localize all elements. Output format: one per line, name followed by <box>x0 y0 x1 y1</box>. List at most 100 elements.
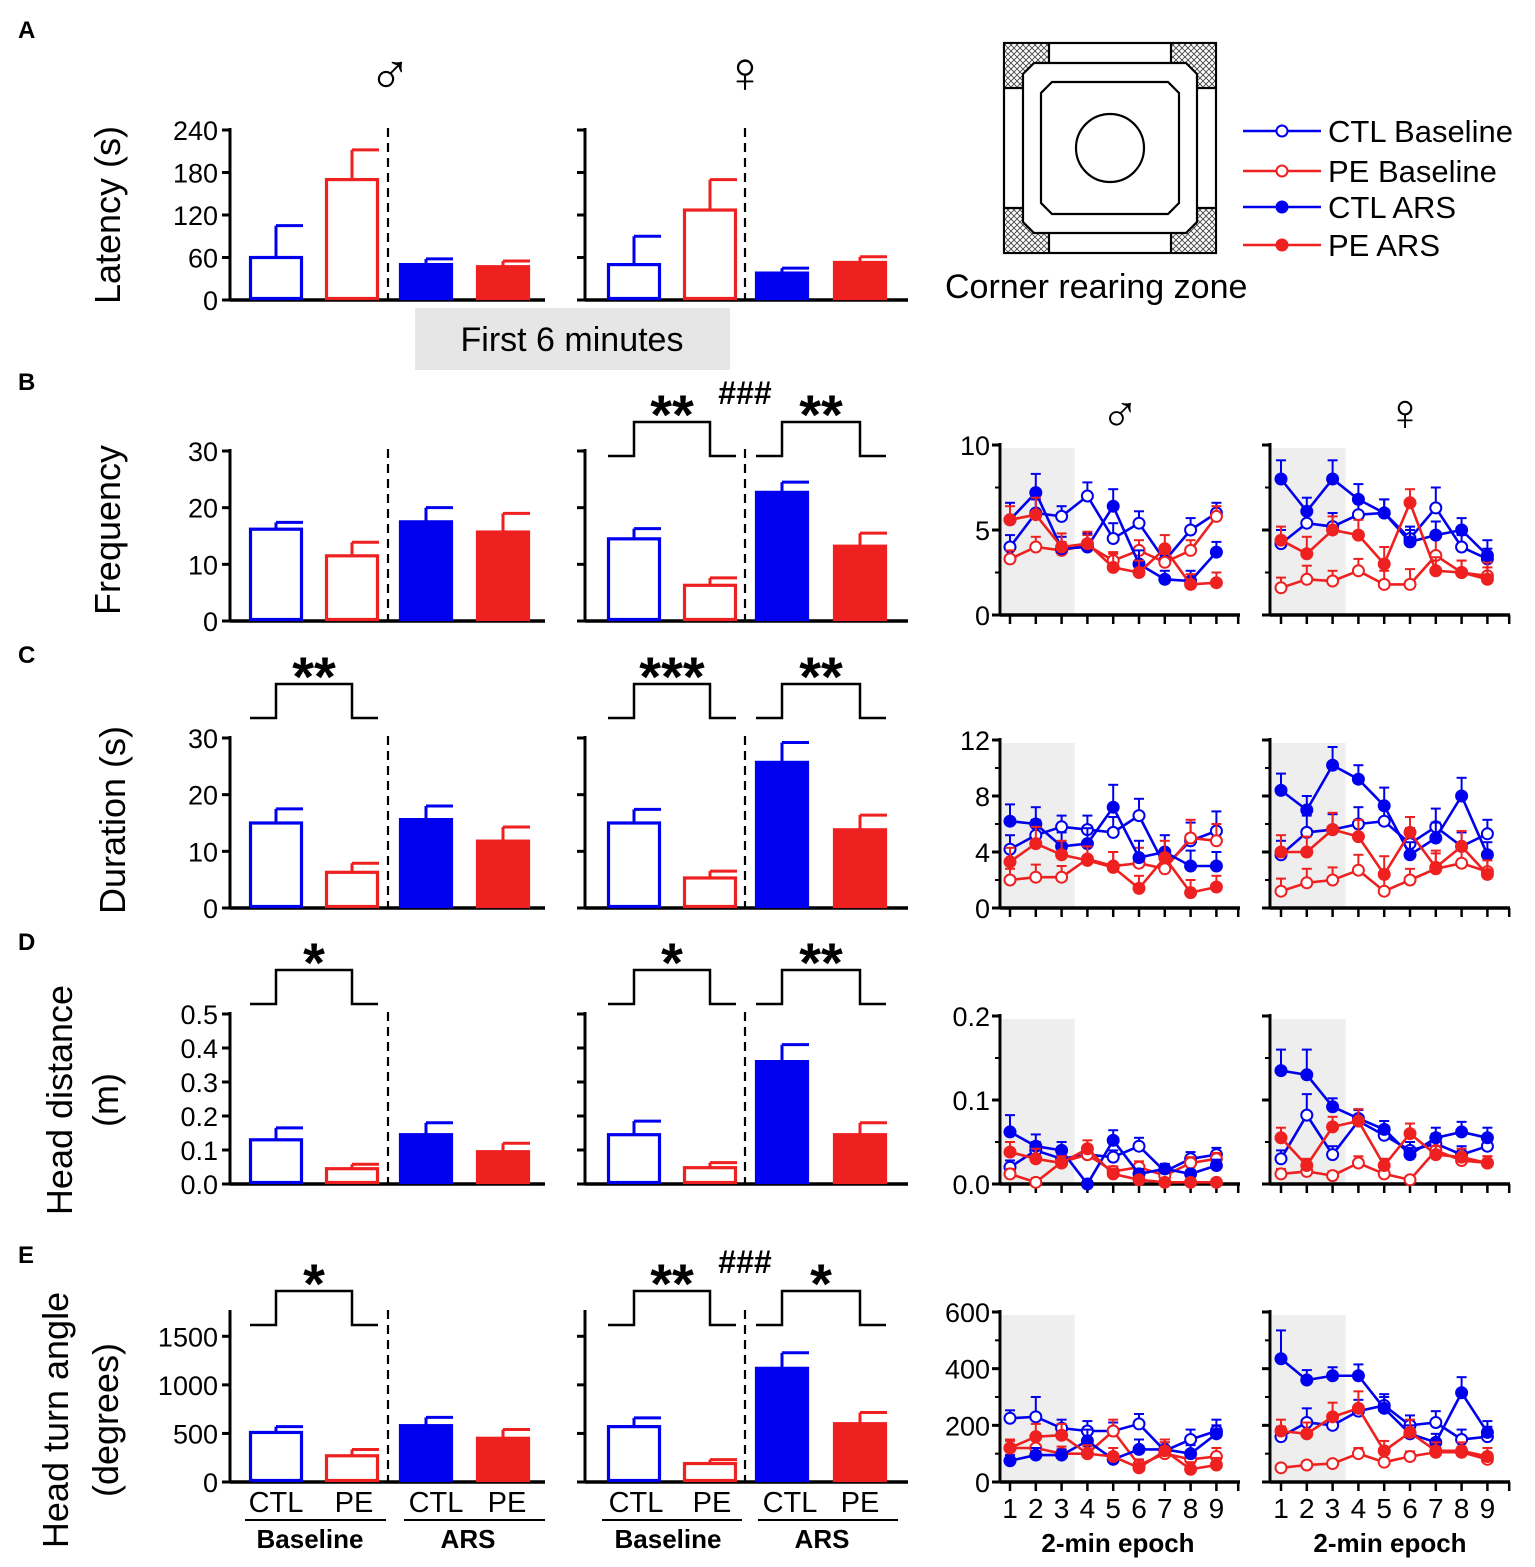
y-axis-label: (degrees) <box>85 1343 126 1497</box>
data-point <box>1455 566 1469 579</box>
data-point <box>1080 853 1094 867</box>
data-point <box>1274 1167 1288 1181</box>
significance-bracket <box>756 420 886 458</box>
panel-letter-d: D <box>18 929 35 956</box>
data-point <box>1274 845 1288 859</box>
chart-b-male-bar: 0 10 20 30 Frequency <box>87 437 545 637</box>
significance-bracket <box>756 968 886 1006</box>
data-point <box>1326 1457 1340 1471</box>
data-point <box>1106 499 1120 513</box>
data-point <box>1326 1410 1340 1424</box>
y-tick-label: 120 <box>173 201 218 231</box>
data-point <box>1300 547 1314 561</box>
significance-stars: ** <box>799 931 843 994</box>
y-tick-label: 0.1 <box>180 1136 218 1166</box>
legend-label-ctl-baseline: CTL Baseline <box>1328 114 1513 149</box>
data-point <box>1184 886 1198 900</box>
y-tick-label: 5 <box>975 516 990 546</box>
bar-ctl-baseline <box>248 1430 304 1483</box>
series-ctl-ars <box>1274 459 1494 562</box>
data-point <box>1184 543 1198 557</box>
data-point <box>1326 1100 1340 1114</box>
data-point <box>1326 523 1340 537</box>
data-point <box>1184 1175 1198 1189</box>
chart-e-male-line: 0 200 400 600 1 2 3 4 5 6 7 8 9 <box>945 1298 1240 1524</box>
data-point <box>1184 1462 1198 1476</box>
chart-d-male-line: 0.0 0.1 0.2 <box>952 1002 1240 1200</box>
series-ctl-ars <box>1274 1329 1494 1449</box>
arena-diagram <box>1002 41 1218 255</box>
significance-stars: ** <box>650 383 694 446</box>
data-point <box>1377 867 1391 881</box>
legend-label-ctl-ars: CTL ARS <box>1328 190 1456 225</box>
data-point <box>1326 1369 1340 1383</box>
data-point <box>1429 1444 1443 1458</box>
x-tick-label: 4 <box>1080 1493 1096 1524</box>
data-point <box>1184 859 1198 873</box>
significance-stars: * <box>303 1252 325 1315</box>
x-tick-label: 5 <box>1105 1493 1121 1524</box>
shaded-epochs <box>1002 448 1075 615</box>
data-point <box>1132 809 1146 823</box>
panel-letter-a: A <box>18 17 35 44</box>
y-tick-label: 240 <box>173 116 218 146</box>
bar-ctl-ars <box>398 1424 454 1483</box>
data-point <box>1029 540 1043 554</box>
y-tick-label: 0.2 <box>952 1002 990 1032</box>
x-label-ctl: CTL <box>409 1487 464 1519</box>
y-tick-label: 30 <box>188 724 218 754</box>
y-tick-label: 8 <box>975 782 990 812</box>
data-point <box>1209 509 1223 523</box>
data-point <box>1132 1417 1146 1431</box>
data-point <box>1080 1177 1094 1191</box>
data-point <box>1377 1122 1391 1136</box>
bar-pe-baseline <box>324 870 380 909</box>
bar-ctl-baseline <box>606 1425 662 1483</box>
data-point <box>1184 831 1198 845</box>
data-point <box>1351 528 1365 542</box>
chart-c-female-line <box>1262 738 1511 917</box>
female-symbol-timecourse: ♀ <box>1386 384 1425 442</box>
data-point <box>1326 1169 1340 1183</box>
y-tick-label: 0.2 <box>180 1102 218 1132</box>
interaction-hash: ### <box>718 1244 772 1280</box>
data-point <box>1106 560 1120 574</box>
data-point <box>1274 1461 1288 1475</box>
data-point <box>1055 1156 1069 1170</box>
data-point <box>1326 574 1340 588</box>
data-point <box>1132 1139 1146 1153</box>
bar-ctl-ars <box>398 262 454 301</box>
x-tick-label: 5 <box>1376 1493 1392 1524</box>
data-point <box>1403 873 1417 887</box>
female-symbol-panel-a: ♀ <box>723 40 767 105</box>
bar-ctl-ars <box>754 490 810 622</box>
significance-stars: ** <box>292 645 336 708</box>
data-point <box>1003 855 1017 869</box>
bar-ctl-baseline <box>248 1138 304 1185</box>
data-point <box>1455 523 1469 537</box>
data-point <box>1300 803 1314 817</box>
bar-pe-ars <box>475 530 531 622</box>
x-label-ctl: CTL <box>763 1487 818 1519</box>
y-tick-label: 0 <box>203 607 218 637</box>
y-axis-label: (m) <box>85 1073 126 1127</box>
y-tick-label: 1000 <box>158 1371 218 1401</box>
data-point <box>1351 508 1365 522</box>
data-point <box>1209 834 1223 848</box>
data-point <box>1184 523 1198 537</box>
data-point <box>1351 1114 1365 1128</box>
y-tick-label: 12 <box>960 726 990 756</box>
data-point <box>1429 1416 1443 1429</box>
y-tick-label: 0.1 <box>952 1086 990 1116</box>
data-point <box>1377 506 1391 520</box>
data-point <box>1003 552 1017 566</box>
data-point <box>1003 873 1017 887</box>
data-point <box>1455 789 1469 803</box>
data-point <box>1029 870 1043 884</box>
legend: CTL Baseline PE Baseline CTL ARS PE ARS <box>1243 114 1513 263</box>
legend-marker-ctl-baseline <box>1275 124 1289 138</box>
y-tick-label: 600 <box>945 1298 990 1328</box>
data-point <box>1080 489 1094 503</box>
series-pe-ars <box>1274 1108 1494 1173</box>
x-group-label-baseline: Baseline <box>615 1524 722 1554</box>
